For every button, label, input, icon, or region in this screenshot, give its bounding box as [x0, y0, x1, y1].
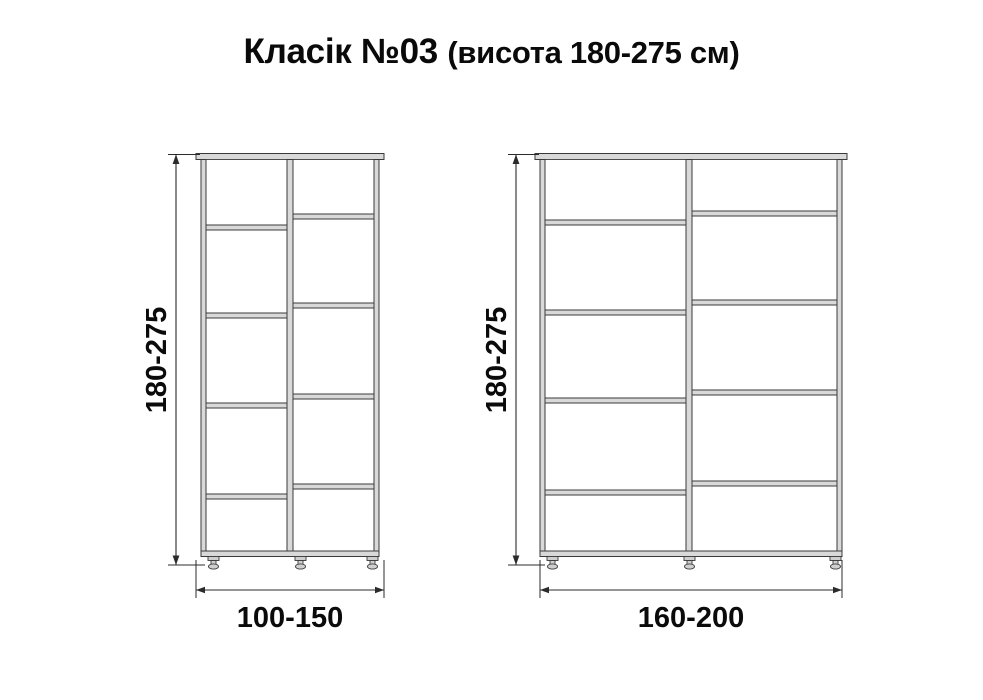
cabinet-small-side-left	[200, 159, 207, 557]
cabinet-large-shelf-left-1	[544, 219, 687, 226]
cabinet-small-foot-3	[366, 556, 379, 570]
cabinet-large-top-board	[534, 153, 848, 160]
cabinet-small-top-board	[195, 153, 385, 160]
cabinet-small-shelf-right-2	[292, 302, 375, 309]
cabinet-large-shelf-right-3	[691, 389, 838, 396]
cabinet-large-width-dimension: 160-200	[539, 560, 843, 634]
cabinet-large-side-left	[539, 159, 546, 557]
cabinet-large-shelf-left-2	[544, 309, 687, 316]
cabinet-large-foot-2	[683, 556, 696, 570]
cabinet-small-diagram: 180-275 100-150	[141, 153, 385, 634]
page-title: Класік №03 (висота 180-275 см)	[0, 32, 983, 72]
cabinet-small-foot-1	[207, 556, 220, 570]
cabinet-small-height-label: 180-275	[141, 307, 173, 413]
cabinet-small-shelf-left-4	[205, 493, 288, 500]
cabinet-large-bottom-board	[539, 550, 843, 557]
cabinet-small-width-dimension: 100-150	[195, 560, 385, 634]
cabinet-large-center-divider	[685, 159, 693, 557]
cabinet-small-center-divider	[286, 159, 294, 557]
cabinet-small-shelf-left-2	[205, 312, 288, 319]
cabinet-small-shelf-right-1	[292, 213, 375, 220]
cabinet-large-width-label: 160-200	[638, 602, 744, 634]
cabinet-large-height-dimension: 180-275	[481, 154, 545, 566]
cabinet-small-height-dimension: 180-275	[141, 154, 205, 566]
cabinet-small-shelf-right-3	[292, 393, 375, 400]
cabinet-small-shelf-right-4	[292, 483, 375, 490]
cabinet-large-shelf-right-2	[691, 299, 838, 306]
cabinet-large-shelf-right-4	[691, 480, 838, 487]
cabinet-small-shelf-left-1	[205, 224, 288, 231]
cabinet-large-shelf-left-4	[544, 489, 687, 496]
cabinet-small-side-right	[373, 159, 380, 557]
cabinet-small-shelf-left-3	[205, 402, 288, 409]
cabinet-large-shelf-right-1	[691, 210, 838, 217]
cabinet-large-height-label: 180-275	[481, 307, 513, 413]
cabinet-large-foot-3	[829, 556, 842, 570]
cabinet-small-width-label: 100-150	[237, 602, 343, 634]
cabinet-large-diagram: 180-275 160-200	[481, 153, 848, 634]
page-title-model: Класік №03	[243, 32, 439, 71]
cabinet-small-bottom-board	[200, 550, 380, 557]
cabinet-large-shelf-left-3	[544, 397, 687, 404]
cabinet-large-side-right	[836, 159, 843, 557]
page-title-spec: (висота 180-275 см)	[447, 35, 740, 70]
cabinet-small-foot-2	[294, 556, 307, 570]
cabinet-large-foot-1	[546, 556, 559, 570]
